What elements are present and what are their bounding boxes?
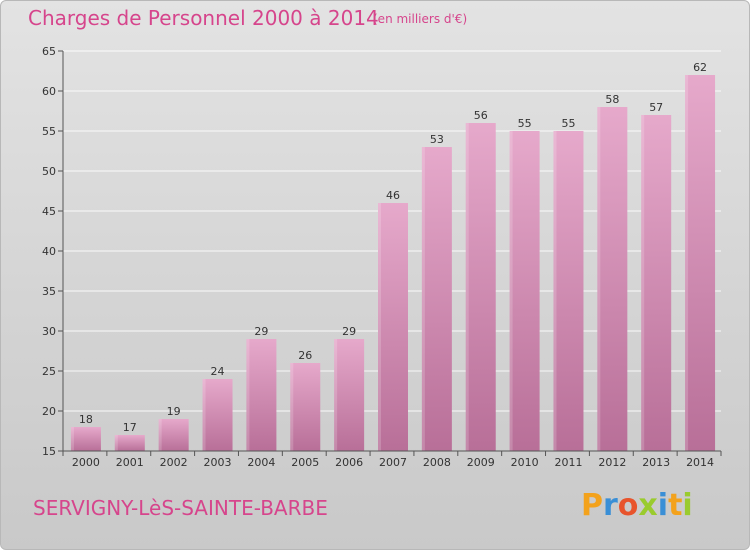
x-tick-label: 2005 bbox=[291, 456, 319, 469]
bar-highlight bbox=[641, 115, 645, 451]
y-tick-label: 30 bbox=[42, 325, 56, 338]
bar-highlight bbox=[421, 147, 425, 451]
bar-2010 bbox=[509, 131, 540, 451]
y-tick-label: 25 bbox=[42, 365, 56, 378]
bar-highlight bbox=[465, 123, 469, 451]
y-tick-label: 35 bbox=[42, 285, 56, 298]
logo-letter: i bbox=[657, 488, 669, 523]
y-tick-label: 60 bbox=[42, 85, 56, 98]
data-label: 58 bbox=[605, 93, 619, 106]
data-label: 57 bbox=[649, 101, 663, 114]
bar-highlight bbox=[378, 203, 381, 451]
bar-highlight bbox=[70, 427, 74, 451]
logo-letter: o bbox=[617, 488, 639, 523]
bar-2013 bbox=[641, 115, 672, 451]
x-tick-label: 2013 bbox=[642, 456, 670, 469]
x-tick-label: 2008 bbox=[423, 456, 451, 469]
bar-2000 bbox=[70, 427, 101, 451]
data-label: 18 bbox=[79, 413, 93, 426]
bar-2004 bbox=[246, 339, 277, 451]
bar-2002 bbox=[158, 419, 189, 451]
x-tick-label: 2007 bbox=[379, 456, 407, 469]
x-tick-label: 2006 bbox=[335, 456, 363, 469]
bar-highlight bbox=[246, 339, 250, 451]
y-tick-label: 20 bbox=[42, 405, 56, 418]
x-tick-label: 2012 bbox=[598, 456, 626, 469]
logo-letter: t bbox=[668, 488, 683, 523]
data-label: 53 bbox=[430, 133, 444, 146]
proxiti-logo: Proxiti bbox=[581, 488, 693, 523]
bar-2001 bbox=[114, 435, 145, 451]
bar-2006 bbox=[334, 339, 365, 451]
bar-highlight bbox=[202, 379, 206, 451]
data-label: 46 bbox=[386, 189, 400, 202]
bar-highlight bbox=[685, 75, 689, 451]
bar-2012 bbox=[597, 107, 628, 451]
data-label: 17 bbox=[123, 421, 137, 434]
data-label: 55 bbox=[561, 117, 575, 130]
bar-2008 bbox=[421, 147, 452, 451]
data-label: 29 bbox=[342, 325, 356, 338]
data-label: 62 bbox=[693, 61, 707, 74]
x-tick-label: 2002 bbox=[160, 456, 188, 469]
bar-highlight bbox=[290, 363, 294, 451]
y-tick-label: 45 bbox=[42, 205, 56, 218]
bar-highlight bbox=[334, 339, 338, 451]
unit-note: (en milliers d'€) bbox=[373, 12, 468, 26]
data-label: 24 bbox=[211, 365, 225, 378]
chart-title: Charges de Personnel 2000 à 2014 bbox=[28, 6, 379, 30]
bar-2003 bbox=[202, 379, 233, 451]
data-label: 56 bbox=[474, 109, 488, 122]
x-tick-label: 2000 bbox=[72, 456, 100, 469]
data-label: 29 bbox=[254, 325, 268, 338]
data-label: 55 bbox=[518, 117, 532, 130]
logo-letter: r bbox=[603, 488, 618, 523]
data-label: 19 bbox=[167, 405, 181, 418]
x-tick-label: 2001 bbox=[116, 456, 144, 469]
bar-2011 bbox=[553, 131, 584, 451]
bar-highlight bbox=[509, 131, 513, 451]
commune-name: SERVIGNY-LèS-SAINTE-BARBE bbox=[33, 496, 328, 520]
x-tick-label: 2010 bbox=[511, 456, 539, 469]
y-tick-label: 15 bbox=[42, 445, 56, 458]
x-tick-label: 2009 bbox=[467, 456, 495, 469]
bar-2009 bbox=[465, 123, 496, 451]
bar-2014 bbox=[685, 75, 716, 451]
bar-highlight bbox=[553, 131, 557, 451]
y-tick-label: 55 bbox=[42, 125, 56, 138]
y-tick-label: 40 bbox=[42, 245, 56, 258]
x-tick-label: 2014 bbox=[686, 456, 714, 469]
data-label: 26 bbox=[298, 349, 312, 362]
logo-letter: i bbox=[682, 488, 693, 523]
y-tick-label: 65 bbox=[42, 45, 56, 58]
x-tick-label: 2004 bbox=[247, 456, 275, 469]
y-tick-label: 50 bbox=[42, 165, 56, 178]
bar-highlight bbox=[158, 419, 162, 451]
bar-highlight bbox=[114, 435, 118, 451]
x-tick-label: 2003 bbox=[204, 456, 232, 469]
logo-letter: P bbox=[581, 488, 603, 523]
bar-highlight bbox=[597, 107, 601, 451]
x-tick-label: 2011 bbox=[554, 456, 582, 469]
bar-2007 bbox=[378, 203, 408, 451]
logo-letter: x bbox=[638, 488, 658, 523]
bar-2005 bbox=[290, 363, 321, 451]
